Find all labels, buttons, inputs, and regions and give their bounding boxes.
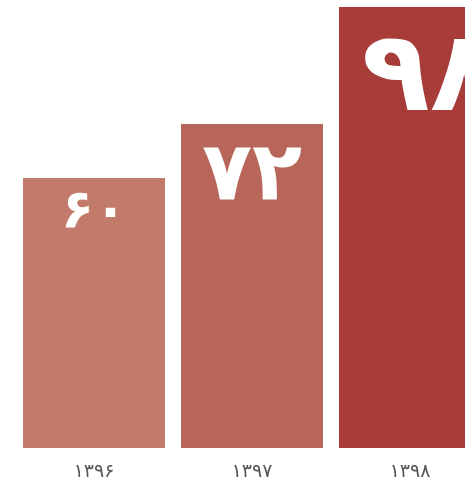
bar-2 <box>181 124 323 448</box>
bar-value-label-2: ۷۲ <box>202 124 302 219</box>
x-axis-ticks: ۱۳۹۶ ۱۳۹۷ ۱۳۹۸ <box>74 460 431 482</box>
x-tick-label-1: ۱۳۹۶ <box>74 460 115 482</box>
bar-value-label-3: ۹۸ <box>362 7 465 137</box>
bar-1 <box>23 178 165 448</box>
bar-value-label-1: ۶۰ <box>61 178 127 241</box>
value-labels-group: ۶۰ ۷۲ ۹۸ <box>61 7 465 241</box>
x-tick-label-3: ۱۳۹۸ <box>390 460 431 482</box>
bars-group <box>23 7 465 448</box>
bar-3 <box>339 7 465 448</box>
x-tick-label-2: ۱۳۹۷ <box>232 460 273 482</box>
